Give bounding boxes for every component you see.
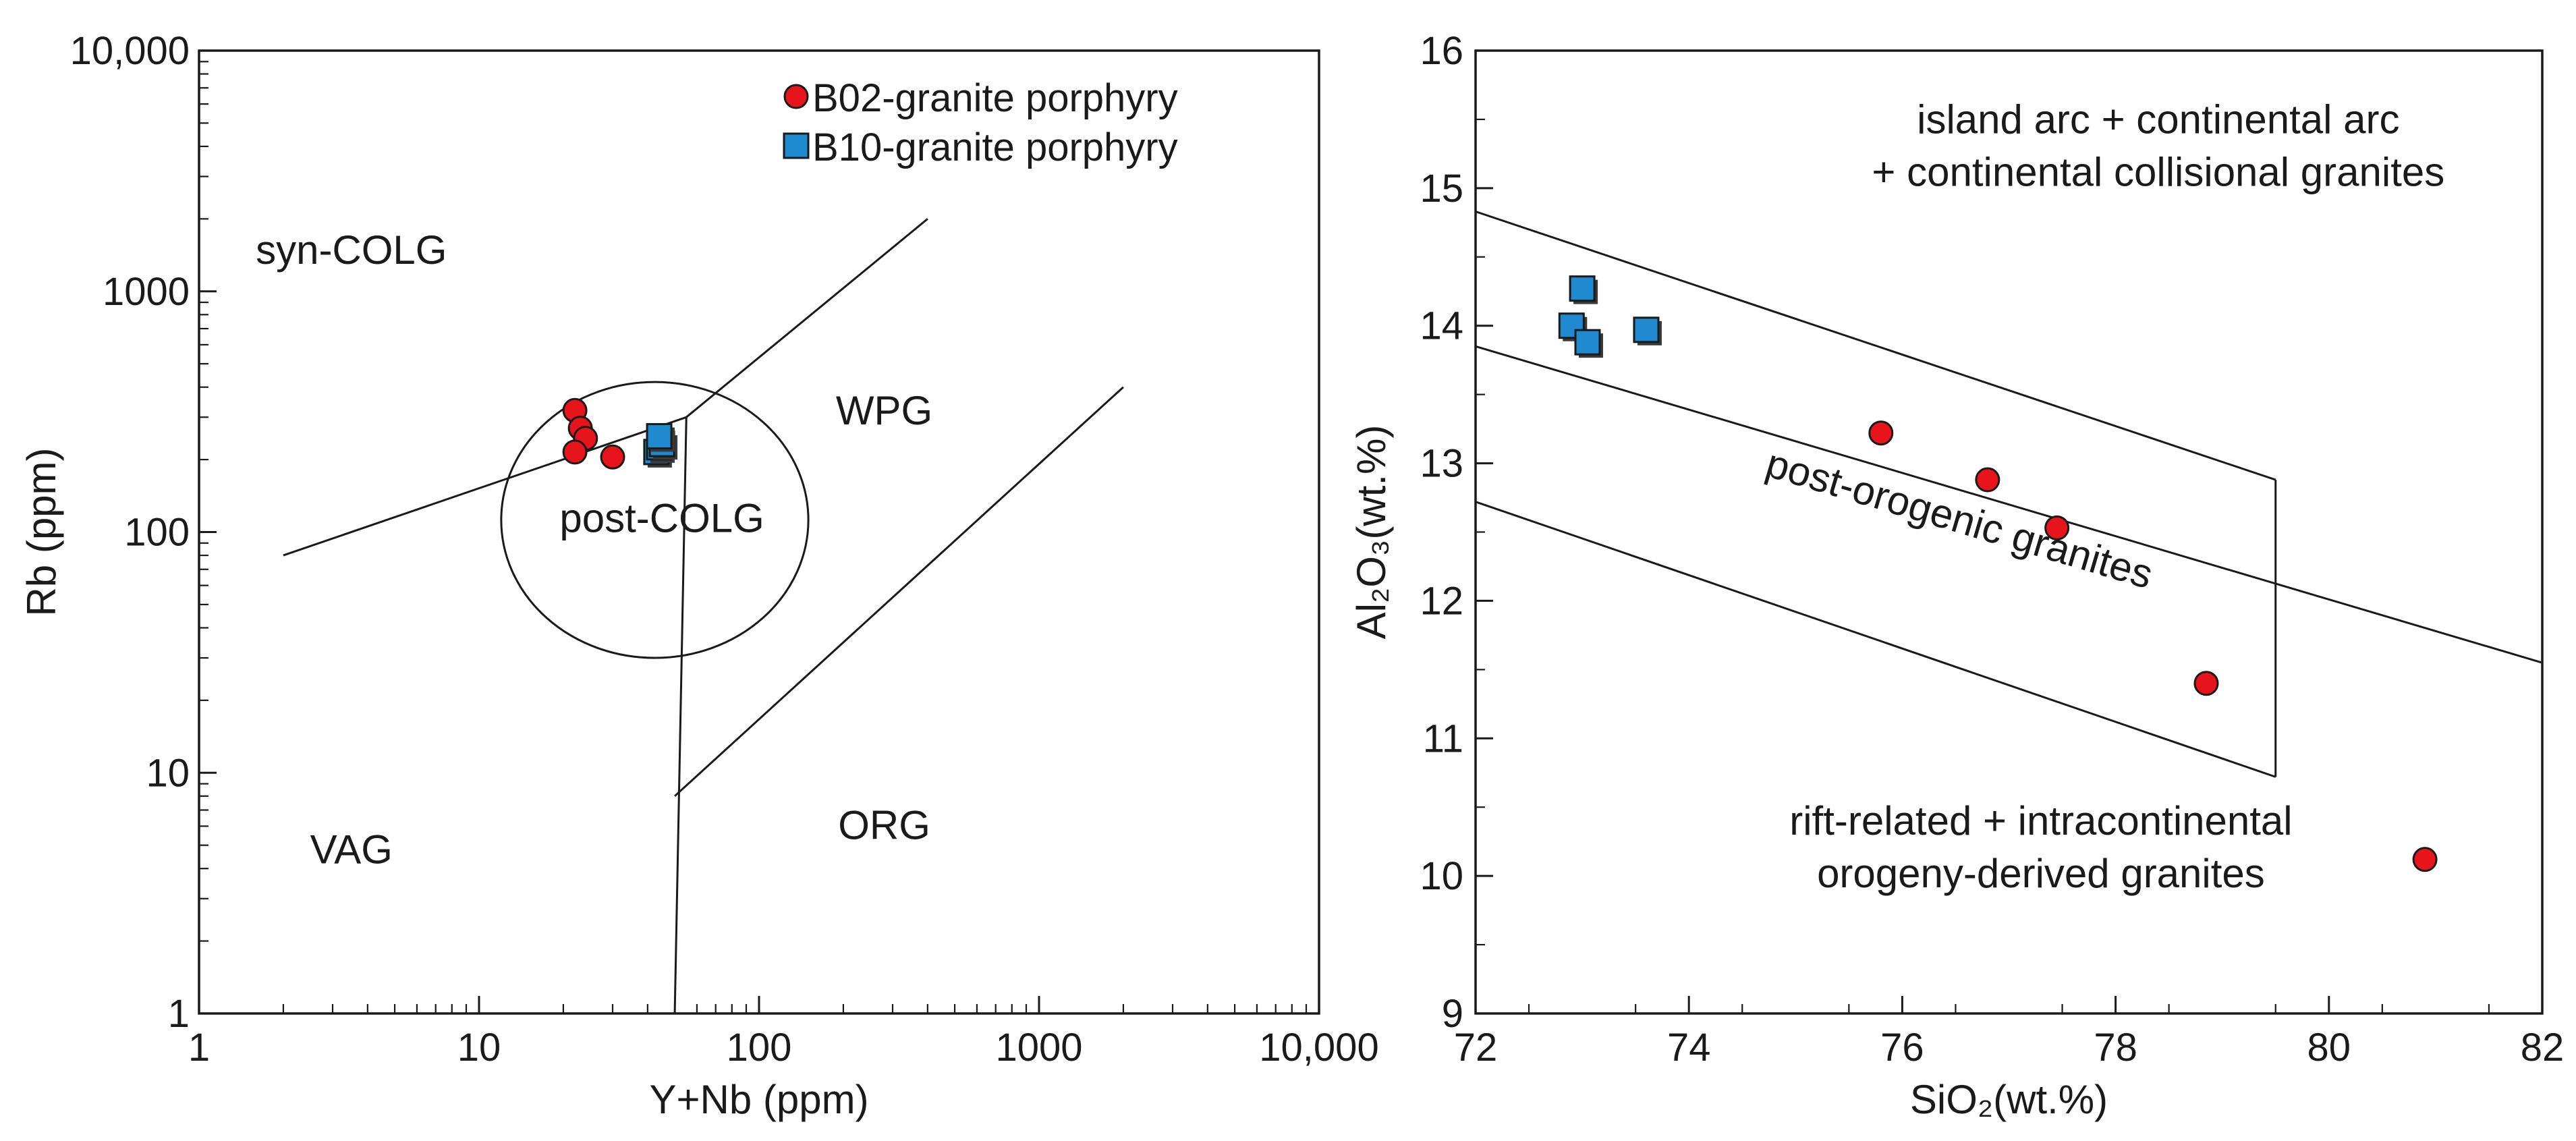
chart1-x-tick-label: 10,000 <box>1259 1026 1378 1069</box>
chart1-y-tick-label: 1000 <box>103 270 190 314</box>
chart2-y-tick-label: 13 <box>1420 442 1463 486</box>
chart2-y-tick-label: 14 <box>1420 304 1463 348</box>
chart2-field-label: rift-related + intracontinental <box>1789 798 2292 843</box>
chart1-point-b10 <box>646 423 673 450</box>
chart2-point-b10 <box>1569 275 1596 302</box>
legend-marker-b02 <box>783 84 809 109</box>
chart1-field-label: post-COLG <box>559 496 764 541</box>
chart1-point-b02 <box>600 444 625 470</box>
legend-label: B10-granite porphyry <box>812 126 1178 169</box>
chart2-y-tick-label: 16 <box>1420 29 1463 73</box>
chart2-point-b02 <box>2044 515 2070 540</box>
chart1-x-tick-label: 1 <box>188 1026 210 1069</box>
chart2-y-tick-label: 12 <box>1420 579 1463 623</box>
chart2-point-b02 <box>2412 847 2438 872</box>
chart1-field-label: syn-COLG <box>256 227 447 273</box>
chart2-x-axis-label: SiO₂(wt.%) <box>1910 1077 2108 1122</box>
chart2-field-label: island arc + continental arc <box>1917 96 2399 142</box>
chart1-x-axis-label: Y+Nb (ppm) <box>649 1077 868 1122</box>
chart1-y-tick-label: 100 <box>124 511 190 555</box>
chart1-post-colg-ellipse <box>500 381 810 659</box>
chart2-x-tick-label: 74 <box>1667 1026 1711 1069</box>
chart1-x-tick-label: 1000 <box>995 1026 1082 1069</box>
chart2-y-tick-label: 10 <box>1420 854 1463 898</box>
chart1-y-tick-label: 10 <box>146 751 190 795</box>
chart2-x-tick-label: 76 <box>1880 1026 1924 1069</box>
chart1-x-tick-label: 10 <box>457 1026 501 1069</box>
chart1-y-tick-label: 1 <box>168 992 190 1036</box>
chart2-point-b02 <box>1868 420 1894 446</box>
chart1-x-tick-label: 100 <box>727 1026 792 1069</box>
legend-label: B02-granite porphyry <box>812 76 1178 120</box>
chart2-point-b10 <box>1633 316 1660 343</box>
chart2-x-tick-label: 78 <box>2094 1026 2137 1069</box>
chart2-point-b02 <box>2193 671 2219 696</box>
chart1-boundary-vertical <box>673 417 688 1014</box>
chart2-boundary-upper <box>1475 211 2276 481</box>
chart2-y-axis-label: Al₂O₃(wt.%) <box>1349 425 1394 640</box>
chart2-field-label: + continental collisional granites <box>1872 149 2444 194</box>
legend-marker-b10 <box>783 132 810 159</box>
chart2-x-tick-label: 82 <box>2521 1026 2565 1069</box>
chart2-point-b02 <box>1975 467 2000 493</box>
chart1-y-tick-label: 10,000 <box>70 29 190 73</box>
chart2-field-label: orogeny-derived granites <box>1817 851 2265 896</box>
chart2-field-label: post-orogenic granites <box>1761 440 2158 597</box>
chart1-y-axis-label: Rb (ppm) <box>19 447 64 616</box>
chart2-y-tick-label: 11 <box>1423 717 1463 760</box>
chart1-point-b02 <box>562 439 588 465</box>
chart2-x-tick-label: 80 <box>2307 1026 2351 1069</box>
chart2-boundary-middle <box>1475 345 2543 664</box>
chart1-field-label: VAG <box>310 827 393 872</box>
chart1-field-label: ORG <box>838 803 930 848</box>
chart2-x-tick-label: 72 <box>1454 1026 1498 1069</box>
chart2-boundary-lower <box>1475 501 2276 778</box>
chart2-y-tick-label: 15 <box>1420 167 1463 211</box>
chart2-y-tick-label: 9 <box>1442 992 1463 1036</box>
chart1-boundary-wpg-org <box>674 386 1124 797</box>
chart1-field-label: WPG <box>836 388 932 433</box>
chart2-point-b10 <box>1574 329 1601 356</box>
